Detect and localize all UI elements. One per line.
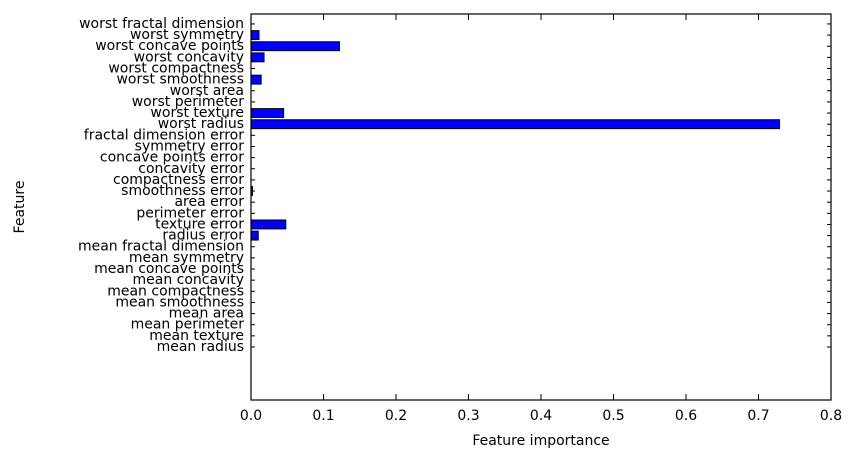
bar [250, 119, 781, 130]
y-tick-label: fractal dimension error [84, 127, 244, 143]
y-axis-label: Feature [12, 181, 28, 234]
y-tick-label: worst texture [150, 105, 244, 121]
x-axis-label: Feature importance [472, 433, 609, 449]
y-tick-label: mean compactness [107, 283, 244, 299]
y-tick-label: mean perimeter [131, 317, 245, 333]
bar [250, 41, 340, 52]
x-tick-label: 0.6 [675, 408, 697, 424]
y-tick-label: worst radius [158, 116, 244, 132]
y-tick-label: area error [174, 194, 244, 210]
x-tick-label: 0.3 [457, 408, 479, 424]
y-tick-label: worst area [170, 83, 244, 99]
plot-frame [250, 13, 832, 401]
bar [250, 52, 265, 63]
y-tick-label: worst fractal dimension [79, 16, 244, 32]
y-tick-label: mean concave points [94, 261, 244, 277]
y-tick-label: concavity error [138, 161, 244, 177]
bar [250, 74, 262, 85]
x-tick-label: 0.2 [385, 408, 407, 424]
bar [250, 230, 259, 241]
bar [250, 219, 287, 230]
y-tick-label: worst perimeter [132, 94, 245, 110]
y-tick-label: mean concavity [132, 272, 244, 288]
x-tick-label: 0.8 [820, 408, 842, 424]
y-tick-label: mean area [169, 306, 244, 322]
y-tick-label: mean texture [149, 328, 244, 344]
x-tick-label: 0.0 [240, 408, 262, 424]
x-tick-label: 0.7 [747, 408, 769, 424]
y-tick-label: mean smoothness [115, 294, 244, 310]
y-tick-label: worst concavity [134, 49, 244, 65]
x-tick-label: 0.4 [530, 408, 552, 424]
bar [250, 108, 285, 119]
y-tick-label: worst symmetry [130, 27, 244, 43]
x-tick-label: 0.1 [312, 408, 334, 424]
y-tick-label: worst concave points [95, 38, 244, 54]
y-tick-label: worst compactness [108, 61, 244, 77]
x-tick-label: 0.5 [602, 408, 624, 424]
y-tick-label: mean fractal dimension [78, 239, 244, 255]
y-tick-label: mean radius [157, 339, 244, 355]
y-tick-label: radius error [162, 228, 244, 244]
bar [250, 30, 260, 41]
y-tick-label: worst smoothness [116, 72, 244, 88]
y-tick-label: perimeter error [136, 205, 244, 221]
y-tick-label: smoothness error [121, 183, 244, 199]
y-tick-label: concave points error [100, 150, 244, 166]
y-tick-label: texture error [155, 216, 244, 232]
y-tick-label: compactness error [113, 172, 244, 188]
y-tick-label: mean symmetry [129, 250, 244, 266]
y-tick-label: symmetry error [135, 138, 245, 154]
